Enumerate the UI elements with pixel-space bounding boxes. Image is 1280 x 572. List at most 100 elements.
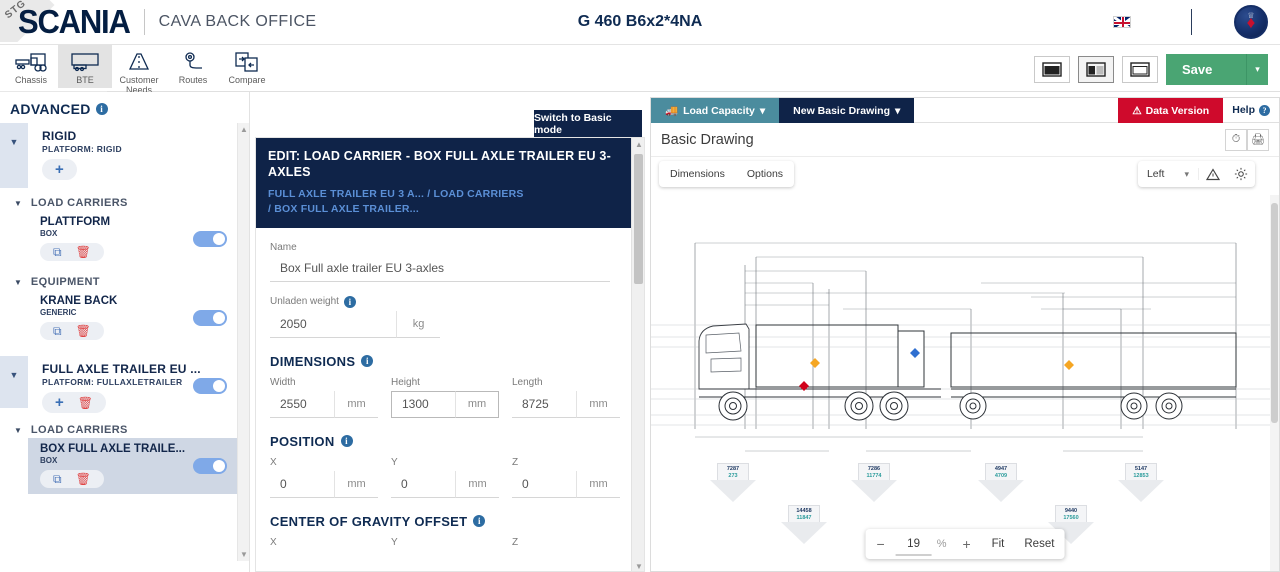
axle-load-arrow[interactable]: 5147 12853 — [1118, 463, 1164, 503]
scania-griffin-logo[interactable]: ♕ ♦ — [1234, 5, 1268, 39]
delete-icon[interactable]: 🗑 — [77, 395, 93, 410]
collapse-trailer-button[interactable]: ▼ — [0, 356, 28, 408]
axle-load-arrow[interactable]: 7287 273 — [710, 463, 756, 503]
save-dropdown-caret[interactable]: ▾ — [1246, 54, 1268, 85]
breadcrumb-line-2[interactable]: / BOX FULL AXLE TRAILER... — [268, 202, 420, 215]
name-input[interactable]: Box Full axle trailer EU 3-axles — [270, 256, 610, 282]
save-button[interactable]: Save — [1166, 54, 1246, 85]
unladen-weight-input[interactable]: 2050 — [270, 311, 396, 338]
axle-load-box: 14458 11847 — [788, 505, 820, 523]
cog-row: X Y Z — [270, 537, 630, 551]
axle-load-arrow[interactable]: 7286 11774 — [851, 463, 897, 503]
nav-item-chassis[interactable]: Chassis — [4, 45, 58, 88]
axle-load-limit: 11847 — [796, 514, 812, 521]
warning-triangle-icon[interactable] — [1199, 161, 1227, 187]
info-icon[interactable]: i — [361, 355, 374, 368]
add-icon[interactable]: + — [55, 161, 64, 178]
layout-wide-button[interactable] — [1122, 56, 1158, 83]
help-button[interactable]: Help ? — [1223, 98, 1279, 123]
position-z: Z 0 mm — [512, 457, 620, 498]
edit-panel-scrollbar[interactable]: ▲ ▼ — [631, 138, 644, 571]
add-icon[interactable]: + — [55, 394, 64, 411]
question-icon: ? — [1259, 104, 1270, 116]
krane-back-toggle[interactable] — [193, 310, 227, 326]
edit-panel-title: EDIT: LOAD CARRIER - BOX FULL AXLE TRAIL… — [268, 149, 611, 180]
delete-icon[interactable]: 🗑 — [75, 324, 91, 338]
arrow-down-icon — [710, 480, 756, 503]
nav-items: Chassis BTE — [0, 45, 274, 99]
header-divider — [1191, 9, 1192, 35]
scroll-down-icon[interactable]: ▼ — [635, 562, 643, 571]
info-icon[interactable]: i — [95, 103, 108, 115]
nav-item-compare[interactable]: Compare — [220, 45, 274, 88]
trailer-toggle[interactable] — [193, 378, 227, 394]
nav-item-routes[interactable]: Routes — [166, 45, 220, 88]
drawing-scrollbar[interactable] — [1270, 195, 1279, 571]
drawing-panel-tabs: 🚚 Load Capacity ▾ New Basic Drawing ▾ ⚠ … — [651, 98, 1279, 123]
view-select-value: Left — [1146, 168, 1165, 180]
axle-load-arrow[interactable]: 4947 4709 — [978, 463, 1024, 503]
position-x-input[interactable]: 0 — [270, 471, 334, 498]
tree-node-title: FULL AXLE TRAILER EU ... — [42, 362, 201, 376]
zoom-in-button[interactable]: + — [962, 536, 971, 552]
nav-item-bte[interactable]: BTE — [58, 45, 112, 89]
tab-new-basic-drawing[interactable]: New Basic Drawing ▾ — [779, 98, 915, 123]
collapse-rigid-button[interactable]: ▼ — [0, 123, 28, 188]
layout-split-button[interactable] — [1078, 56, 1114, 83]
info-icon[interactable]: i — [343, 295, 356, 308]
nav-label-customer-needs-1: Customer — [119, 75, 159, 85]
scroll-down-icon[interactable]: ▼ — [240, 550, 248, 559]
scroll-up-icon[interactable]: ▲ — [635, 140, 643, 149]
copy-icon[interactable]: ⧉ — [53, 472, 62, 486]
scania-wordmark: SCANIA — [18, 2, 131, 41]
switch-to-basic-mode-button[interactable]: Switch to Basic mode — [534, 110, 642, 137]
group-equipment-rigid[interactable]: ▼ EQUIPMENT — [14, 276, 249, 288]
clock-history-icon[interactable]: ⏱ — [1225, 128, 1247, 151]
position-z-input[interactable]: 0 — [512, 471, 576, 498]
view-select[interactable]: Left ▾ — [1138, 168, 1199, 180]
delete-icon[interactable]: 🗑 — [75, 245, 91, 259]
print-icon[interactable]: 🖨 — [1247, 128, 1269, 151]
list-item-krane-back[interactable]: KRANE BACK GENERIC ⧉ 🗑 — [40, 290, 249, 346]
info-icon[interactable]: i — [340, 435, 353, 448]
sidebar-scrollbar[interactable]: ▲ ▼ — [237, 123, 249, 561]
zoom-out-button[interactable]: − — [876, 536, 885, 552]
position-y-input[interactable]: 0 — [391, 471, 455, 498]
width-label: Width — [270, 376, 296, 388]
axle-load-arrow[interactable]: 14458 11847 — [781, 505, 827, 545]
width-unit: mm — [334, 390, 378, 418]
tab-load-capacity[interactable]: 🚚 Load Capacity ▾ — [651, 98, 780, 123]
tab-dimensions[interactable]: Dimensions — [670, 168, 725, 180]
height-input[interactable]: 1300 — [391, 390, 455, 418]
layout-single-button[interactable] — [1034, 56, 1070, 83]
uk-flag-icon[interactable] — [1113, 16, 1131, 28]
length-input[interactable]: 8725 — [512, 391, 576, 418]
copy-icon[interactable]: ⧉ — [53, 245, 62, 259]
scroll-up-icon[interactable]: ▲ — [240, 125, 248, 134]
data-version-badge[interactable]: ⚠ Data Version — [1118, 98, 1224, 123]
list-item-plattform[interactable]: PLATTFORM BOX ⧉ 🗑 — [40, 211, 249, 267]
scrollbar-thumb[interactable] — [634, 154, 643, 284]
delete-icon[interactable]: 🗑 — [75, 472, 91, 486]
zoom-level-input[interactable]: 19 — [895, 532, 932, 556]
chevron-down-icon: ▾ — [895, 104, 901, 117]
nav-item-customer-needs[interactable]: Customer Needs — [112, 45, 166, 99]
scrollbar-thumb[interactable] — [1271, 203, 1278, 423]
plattform-toggle[interactable] — [193, 231, 227, 247]
box-trailer-toggle[interactable] — [193, 458, 227, 474]
group-load-carriers-rigid[interactable]: ▼ LOAD CARRIERS — [14, 197, 249, 209]
drawing-toolbar: Dimensions Options Left ▾ — [651, 157, 1279, 193]
breadcrumb-line-1[interactable]: FULL AXLE TRAILER EU 3 A... / LOAD CARRI… — [268, 187, 524, 200]
width-input[interactable]: 2550 — [270, 391, 334, 418]
position-x: X 0 mm — [270, 457, 378, 498]
drawing-canvas[interactable]: − 19 % + Fit Reset — [651, 229, 1279, 571]
tab-options[interactable]: Options — [746, 168, 784, 180]
chevron-down-icon: ▼ — [14, 198, 22, 208]
zoom-fit-button[interactable]: Fit — [991, 538, 1005, 550]
copy-icon[interactable]: ⧉ — [53, 324, 62, 338]
info-icon[interactable]: i — [473, 515, 486, 528]
zoom-reset-button[interactable]: Reset — [1024, 538, 1055, 550]
gear-icon[interactable] — [1227, 161, 1255, 187]
list-item-box-full-axle-trailer[interactable]: BOX FULL AXLE TRAILE... BOX ⧉ 🗑 — [28, 438, 249, 494]
group-load-carriers-trailer[interactable]: ▼ LOAD CARRIERS — [14, 424, 249, 436]
